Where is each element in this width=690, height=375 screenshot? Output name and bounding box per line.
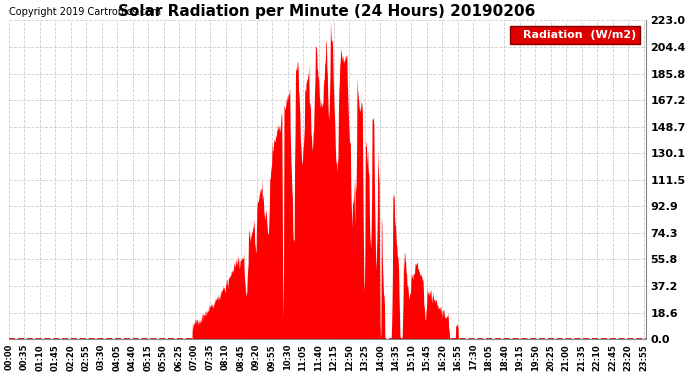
Text: Copyright 2019 Cartronics.com: Copyright 2019 Cartronics.com	[9, 7, 161, 17]
Title: Solar Radiation per Minute (24 Hours) 20190206: Solar Radiation per Minute (24 Hours) 20…	[119, 4, 536, 19]
Legend: Radiation  (W/m2): Radiation (W/m2)	[511, 26, 640, 44]
